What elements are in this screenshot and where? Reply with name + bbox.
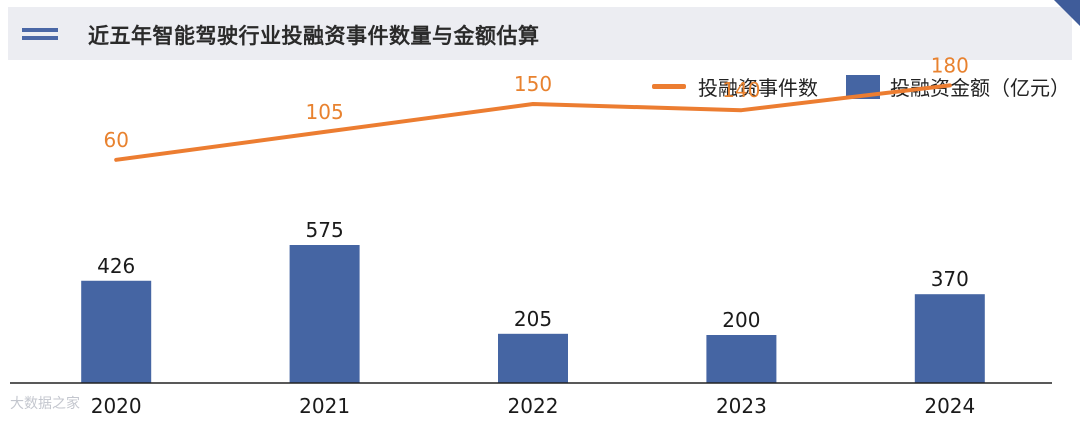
line-value-label-2021: 105 (306, 100, 344, 124)
title-decoration-icon-2 (22, 36, 58, 40)
line-value-label-2022: 150 (514, 72, 552, 96)
x-tick-label-2021: 2021 (299, 394, 350, 418)
bar-2020 (81, 280, 152, 383)
bar-2021 (289, 245, 360, 383)
x-tick-label-2024: 2024 (924, 394, 975, 418)
bar-2023 (706, 335, 777, 383)
chart-title: 近五年智能驾驶行业投融资事件数量与金额估算 (88, 24, 540, 48)
bar-value-label-2020: 426 (97, 254, 135, 278)
corner-triangle-icon (1054, 0, 1080, 26)
title-bar: 近五年智能驾驶行业投融资事件数量与金额估算 (8, 7, 1072, 60)
bar-2024 (914, 294, 985, 383)
line-value-label-2023: 140 (722, 78, 760, 102)
bar-value-label-2021: 575 (306, 218, 344, 242)
legend-label-events: 投融资事件数 (698, 76, 818, 100)
x-tick-label-2023: 2023 (716, 394, 767, 418)
bar-2022 (498, 333, 568, 383)
line-value-label-2024: 180 (931, 53, 969, 77)
bar-value-label-2022: 205 (514, 307, 552, 331)
title-decoration-icon (22, 28, 58, 32)
x-tick-label-2020: 2020 (91, 394, 142, 418)
bar-value-label-2023: 200 (722, 308, 760, 332)
legend-line-swatch-icon (652, 84, 686, 89)
line-value-label-2020: 60 (103, 128, 128, 152)
bar-value-label-2024: 370 (931, 267, 969, 291)
events-line-series (114, 83, 952, 162)
watermark: 大数据之家 (10, 396, 80, 412)
x-tick-label-2022: 2022 (508, 394, 559, 418)
